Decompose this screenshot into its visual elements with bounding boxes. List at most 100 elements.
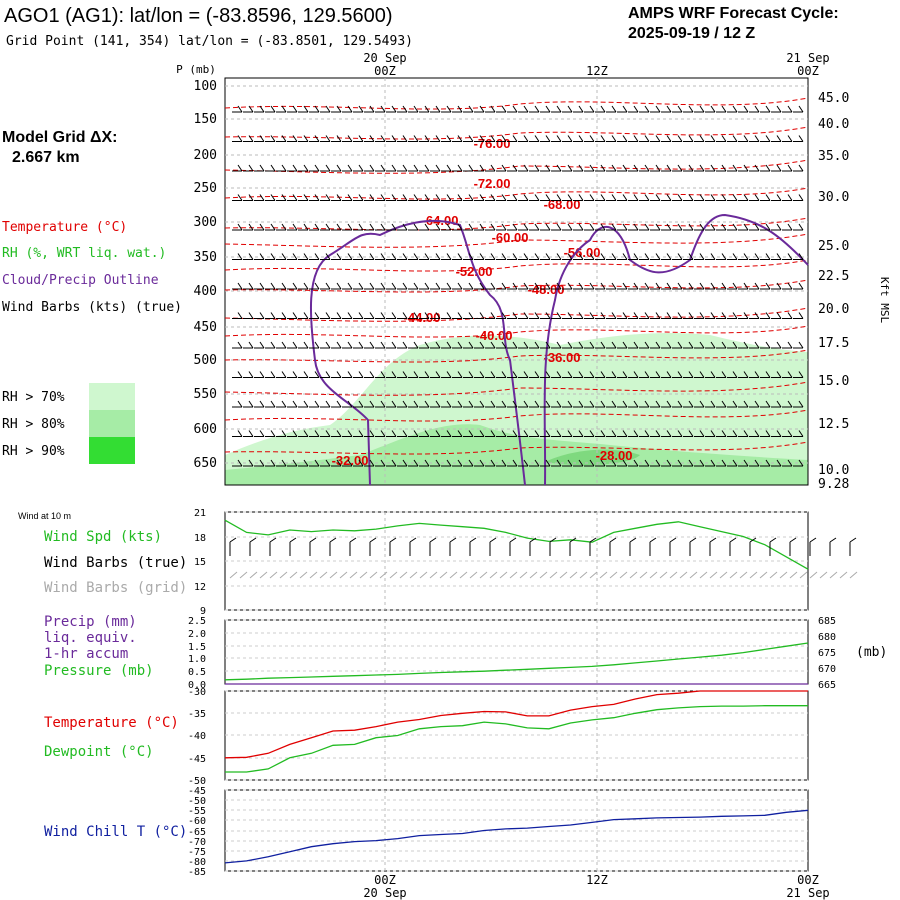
- wind-barb-flag: [248, 282, 254, 290]
- wind-barb-flag: [446, 430, 452, 437]
- wind-barb-flag: [798, 341, 804, 349]
- wind-barb-flag: [237, 371, 243, 378]
- wind-barb-flag: [754, 135, 760, 142]
- wind-barb-flag: [237, 135, 243, 142]
- wind-barb-flag: [622, 400, 628, 408]
- wind-barb-flag: [699, 312, 705, 319]
- wind-barb-flag: [402, 341, 408, 349]
- wind-barb-flag: [754, 430, 760, 437]
- wind-barb-flag: [688, 282, 694, 290]
- wind-barb-flag: [611, 253, 617, 260]
- wind-barb-flag: [292, 430, 298, 437]
- wind-barb-flag: [567, 105, 573, 113]
- wind-barb-flag: [743, 430, 749, 437]
- top-tick-00z-left: 00Z: [374, 64, 396, 78]
- height-tick-label: 22.5: [818, 269, 849, 284]
- wind-barb-flag: [589, 135, 595, 142]
- wind-barb-flag: [446, 400, 452, 408]
- wind-barb-flag: [710, 282, 716, 290]
- wind-barb-flag: [743, 400, 749, 408]
- wind-barb-flag: [391, 253, 397, 260]
- wind-barb-flag: [424, 341, 430, 349]
- wind-barb-flag: [787, 341, 793, 349]
- wind-barb-flag: [303, 371, 309, 378]
- wind-barb-flag: [666, 459, 672, 467]
- wind-barb-flag: [688, 371, 694, 378]
- wind-barb-flag: [248, 253, 254, 260]
- wind-barb-flag: [501, 223, 507, 231]
- wind-barb-row: [232, 223, 804, 231]
- panel-right-tick-label: 685: [818, 616, 836, 627]
- wind-barb-flag: [710, 105, 716, 113]
- wind-barb-flag: [710, 164, 716, 172]
- height-tick-label: 40.0: [818, 117, 849, 132]
- wind-barb-flag: [501, 253, 507, 260]
- wind-barb-flag: [732, 105, 738, 113]
- wind-barb-flag: [611, 105, 617, 113]
- wind-barb-flag: [402, 282, 408, 290]
- panel-tick-label: -60: [188, 816, 206, 827]
- isotherm-line: [224, 325, 809, 338]
- bottom-date-left: 20 Sep: [363, 886, 406, 900]
- wind-barb-flag: [270, 341, 276, 349]
- wind-barb-flag: [347, 282, 353, 290]
- wind-barb-flag: [534, 341, 540, 349]
- wind-barb-flag: [248, 135, 254, 142]
- wind-barb-flag: [303, 430, 309, 437]
- grid-wind-barb: [229, 571, 238, 579]
- wind-barb-flag: [281, 164, 287, 172]
- wind-barb-flag: [336, 164, 342, 172]
- wind-barb-flag: [787, 194, 793, 201]
- legend-rh70-swatch: [89, 383, 135, 410]
- wind-barb-flag: [567, 459, 573, 467]
- wind-barb-flag: [402, 135, 408, 142]
- wind-barb-flag: [523, 164, 529, 172]
- wind-barb-flag: [798, 253, 804, 260]
- surface-wind-barb-flag: [849, 537, 857, 543]
- wind-barb-flag: [501, 194, 507, 201]
- panel-tick-label: -30: [188, 687, 206, 698]
- surface-wind-barb-flag: [809, 537, 817, 543]
- grid-wind-barb: [559, 571, 568, 579]
- wind-barb-flag: [589, 371, 595, 378]
- wind-barb-flag: [259, 371, 265, 378]
- isotherm-label: -32.00: [332, 453, 369, 468]
- panel-tick-label: -45: [188, 754, 206, 765]
- grid-wind-barb: [339, 571, 348, 579]
- wind-barb-flag: [600, 105, 606, 113]
- wind-barb-flag: [677, 223, 683, 231]
- wind-barb-flag: [479, 282, 485, 290]
- grid-wind-barb: [469, 571, 478, 579]
- wind-barb-row: [232, 341, 804, 349]
- wind-barb-flag: [237, 194, 243, 201]
- pressure-tick-label: 600: [194, 422, 217, 437]
- wind-barb-flag: [710, 430, 716, 437]
- wind-barb-flag: [677, 371, 683, 378]
- wind-barb-flag: [589, 459, 595, 467]
- wind-barb-flag: [798, 371, 804, 378]
- wind-barb-flag: [655, 164, 661, 172]
- wind-barb-flag: [325, 223, 331, 231]
- wind-barb-flag: [413, 194, 419, 201]
- wind-barb-flag: [270, 430, 276, 437]
- wind-barb-flag: [490, 459, 496, 467]
- pressure-label: Pressure (mb): [44, 663, 154, 679]
- wind-barb-flag: [545, 430, 551, 437]
- pressure-tick-label: 350: [194, 250, 217, 265]
- wind-barb-flag: [754, 253, 760, 260]
- wind-barb-flag: [644, 400, 650, 408]
- wind-barb-flag: [776, 105, 782, 113]
- wind-barb-flag: [391, 371, 397, 378]
- wind-barb-flag: [545, 400, 551, 408]
- grid-wind-barb: [399, 571, 408, 579]
- wind-chill-label: Wind Chill T (°C): [44, 824, 187, 840]
- pressure-unit-label: (mb): [856, 645, 887, 660]
- panel-tick-label: -85: [188, 867, 206, 878]
- wind-barb-flag: [721, 371, 727, 378]
- wind-barb-flag: [259, 105, 265, 113]
- wind-barb-flag: [589, 282, 595, 290]
- wind-barb-flag: [358, 400, 364, 408]
- grid-wind-barb: [319, 571, 328, 579]
- wind-barb-flag: [424, 430, 430, 437]
- wind-barb-flag: [545, 135, 551, 142]
